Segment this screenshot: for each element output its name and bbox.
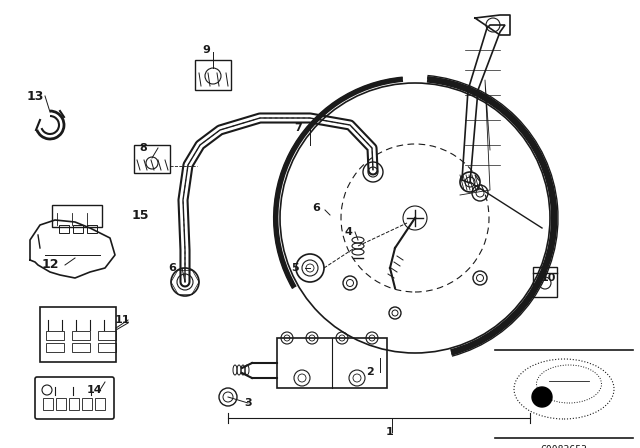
Text: 5: 5 <box>291 263 299 273</box>
Text: 4: 4 <box>344 227 352 237</box>
Bar <box>46 343 64 352</box>
Text: 2: 2 <box>366 367 374 377</box>
Text: 7: 7 <box>294 123 302 133</box>
Bar <box>277 338 387 388</box>
Bar <box>95 398 105 410</box>
Text: 6: 6 <box>168 263 176 273</box>
Bar <box>98 343 116 352</box>
Bar <box>533 267 557 297</box>
Bar <box>40 307 116 362</box>
Text: 3: 3 <box>244 398 252 408</box>
Bar <box>195 60 231 90</box>
Circle shape <box>532 387 552 407</box>
Bar <box>52 205 102 227</box>
Bar <box>82 398 92 410</box>
Text: 15: 15 <box>131 208 148 221</box>
Bar <box>87 225 97 233</box>
Bar <box>98 331 116 340</box>
Bar <box>69 398 79 410</box>
Text: 8: 8 <box>139 143 147 153</box>
Bar <box>72 343 90 352</box>
Text: 14: 14 <box>86 385 102 395</box>
Text: 1: 1 <box>386 427 394 437</box>
Text: 12: 12 <box>41 258 59 271</box>
Bar <box>72 331 90 340</box>
Bar <box>43 398 53 410</box>
Bar <box>56 398 66 410</box>
Text: 6: 6 <box>312 203 320 213</box>
Text: 11: 11 <box>115 315 130 325</box>
Text: 10: 10 <box>540 273 556 283</box>
Text: C0083653: C0083653 <box>541 445 588 448</box>
Bar <box>73 225 83 233</box>
Text: 13: 13 <box>26 90 44 103</box>
Bar <box>59 225 69 233</box>
Bar <box>134 145 170 173</box>
Bar <box>46 331 64 340</box>
Text: 9: 9 <box>202 45 210 55</box>
